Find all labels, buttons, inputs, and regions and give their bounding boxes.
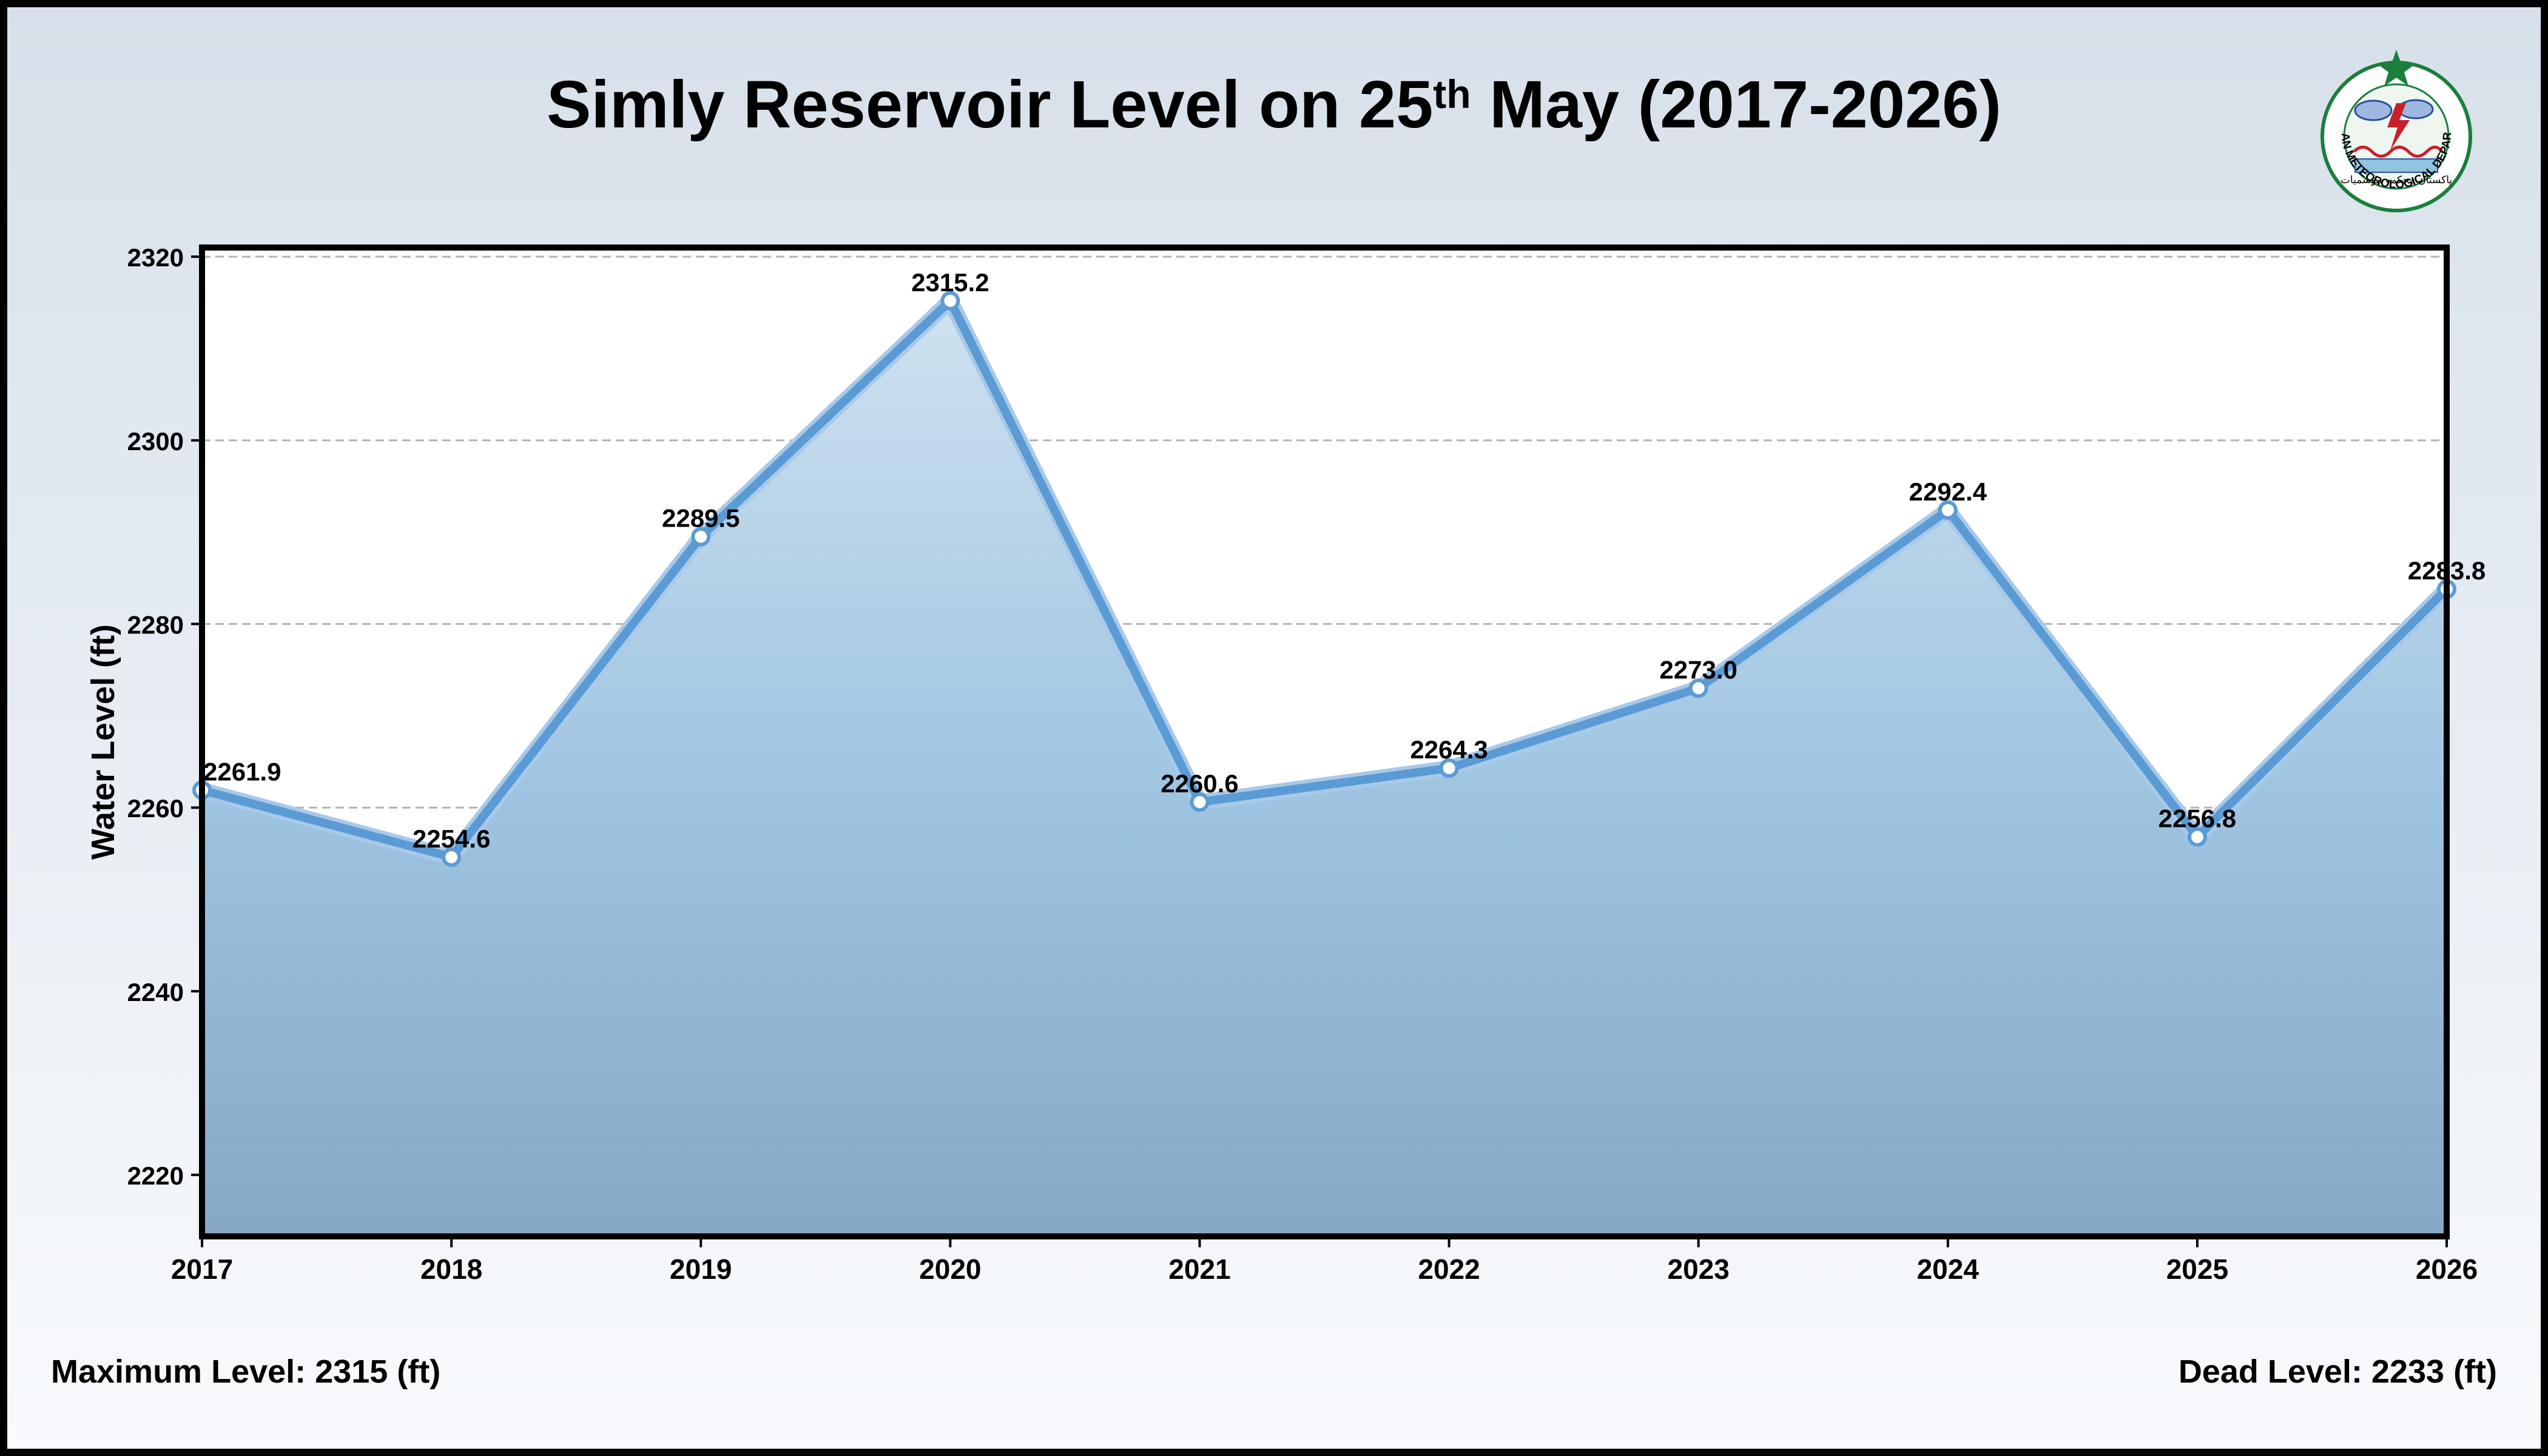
series-line xyxy=(201,294,2450,862)
x-tick-label: 2026 xyxy=(2416,1253,2478,1285)
pmd-logo: پاکستان محکمہ موسمیات PAKISTAN METEOROLO… xyxy=(2305,42,2472,212)
data-label: 2256.8 xyxy=(2159,804,2236,833)
data-point xyxy=(2187,827,2207,847)
data-point xyxy=(442,847,462,867)
lightning-icon xyxy=(2387,103,2410,150)
data-point xyxy=(1439,758,1459,778)
area-fill xyxy=(202,300,2447,1236)
data-label: 2260.6 xyxy=(1161,769,1238,798)
data-label: 2273.0 xyxy=(1659,655,1737,684)
data-label: 2292.4 xyxy=(1909,477,1987,506)
data-label: 2315.2 xyxy=(911,268,989,297)
star-icon xyxy=(2377,50,2416,86)
y-axis-label: Water Level (ft) xyxy=(85,624,121,860)
x-tick-label: 2025 xyxy=(2166,1253,2228,1285)
dead-level-text: Dead Level: 2233 (ft) xyxy=(2178,1353,2497,1390)
x-tick-label: 2018 xyxy=(420,1253,482,1285)
data-labels: 2261.9 2254.6 2289.5 2315.2 2260.6 2264.3 2273… xyxy=(203,268,2486,853)
data-label: 2261.9 xyxy=(203,757,281,786)
y-tick-label: 2320 xyxy=(127,243,184,272)
data-point xyxy=(1938,500,1958,520)
y-axis-ticks: 2220 2240 2260 2280 2300 2320 xyxy=(127,243,202,1190)
x-axis-ticks: 2017 2018 2019 2020 2021 2022 2023 2024 2025 2026 xyxy=(171,1236,2478,1285)
y-tick-label: 2280 xyxy=(127,611,184,639)
data-label: 2289.5 xyxy=(662,504,740,533)
data-point xyxy=(1190,792,1210,812)
y-tick-label: 2260 xyxy=(127,794,184,823)
chart-title: Simly Reservoir Level on 25th May (2017-… xyxy=(0,72,2548,138)
data-point xyxy=(940,291,960,311)
title-superscript: th xyxy=(1433,72,1471,116)
x-tick-label: 2021 xyxy=(1168,1253,1230,1285)
cloud-icon xyxy=(2354,99,2393,121)
x-tick-label: 2023 xyxy=(1667,1253,1729,1285)
title-prefix: Simly Reservoir Level on 25 xyxy=(547,67,1434,142)
data-point xyxy=(691,527,711,547)
x-tick-label: 2020 xyxy=(919,1253,981,1285)
wave-icon xyxy=(2353,146,2444,158)
x-tick-label: 2022 xyxy=(1418,1253,1480,1285)
maximum-level-text: Maximum Level: 2315 (ft) xyxy=(51,1353,441,1390)
data-point xyxy=(1688,678,1708,698)
logo-urdu-text: پاکستان محکمہ موسمیات xyxy=(2341,174,2453,186)
x-tick-label: 2024 xyxy=(1917,1253,1980,1285)
x-tick-label: 2019 xyxy=(670,1253,732,1285)
data-label: 2264.3 xyxy=(1410,735,1488,764)
data-label: 2254.6 xyxy=(413,824,490,853)
title-suffix: May (2017-2026) xyxy=(1471,67,2001,142)
y-tick-label: 2220 xyxy=(127,1162,184,1190)
y-tick-label: 2240 xyxy=(127,978,184,1006)
plot-border xyxy=(199,244,2450,1239)
y-tick-label: 2300 xyxy=(127,427,184,456)
x-tick-label: 2017 xyxy=(171,1253,233,1285)
